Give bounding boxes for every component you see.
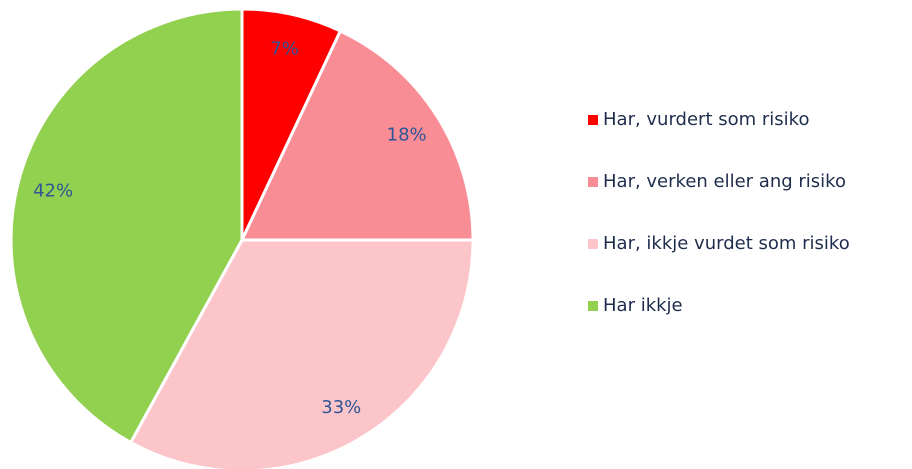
data-label: 33% [321,397,361,418]
pie-slice [128,238,475,469]
pie-slice [239,28,475,242]
legend-swatch [588,301,598,311]
legend-swatch [588,177,598,187]
legend-swatch [588,239,598,249]
legend-label: Har, vurdert som risiko [603,109,809,130]
legend-swatch [588,115,598,125]
pie-slice [240,7,343,241]
data-label: 42% [33,181,73,202]
pie-slice [9,7,244,445]
legend-label: Har, ikkje vurdet som risiko [603,233,850,254]
legend-label: Har, verken eller ang risiko [603,171,846,192]
legend-label: Har ikkje [603,295,683,316]
data-label: 7% [270,39,299,60]
data-label: 18% [387,125,427,146]
